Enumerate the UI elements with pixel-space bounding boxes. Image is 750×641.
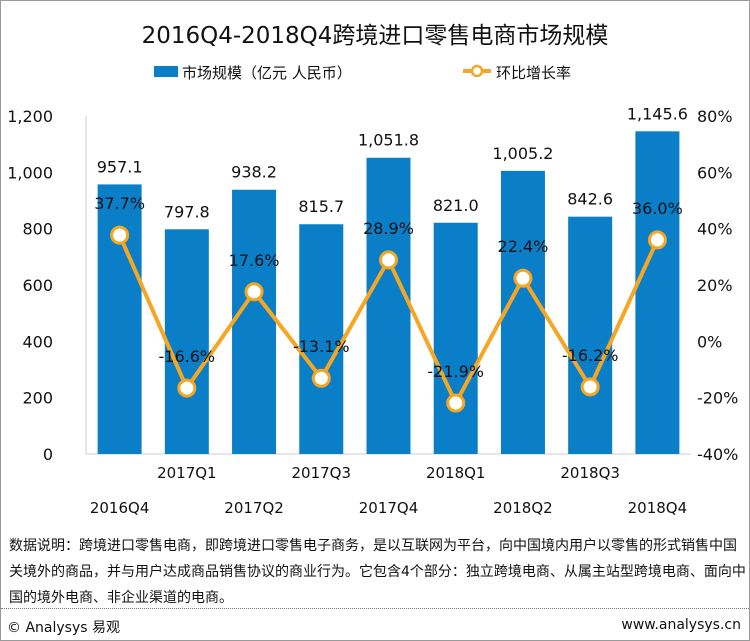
y2-tick-label: 60% xyxy=(697,163,733,182)
bar-value-label: 815.7 xyxy=(298,197,344,216)
growth-value-label: 37.7% xyxy=(94,194,145,213)
footer: © Analysys 易观 www.analysys.cn xyxy=(1,608,749,640)
y2-tick-label: 0% xyxy=(697,332,722,351)
bar xyxy=(366,157,411,455)
y-tick-label: 1,000 xyxy=(7,163,53,182)
y2-tick-label: 40% xyxy=(697,220,733,239)
bar xyxy=(299,224,344,454)
bar xyxy=(232,189,277,454)
y-tick-label: 1,200 xyxy=(7,107,53,126)
bar xyxy=(97,184,142,454)
x-tick-label: 2017Q1 xyxy=(157,464,217,482)
growth-point xyxy=(311,368,331,388)
bar-value-label: 957.1 xyxy=(97,157,143,176)
chart-title: 2016Q4-2018Q4跨境进口零售电商市场规模 xyxy=(142,23,609,49)
growth-point xyxy=(379,250,398,270)
bar-value-label: 842.6 xyxy=(567,190,613,209)
growth-value-label: -16.6% xyxy=(159,347,216,366)
bar-value-label: 1,005.2 xyxy=(492,144,553,163)
growth-point xyxy=(580,377,600,397)
growth-point xyxy=(513,268,533,288)
x-tick-label: 2017Q4 xyxy=(359,499,419,517)
growth-value-label: 36.0% xyxy=(632,199,683,218)
x-tick-label: 2016Q4 xyxy=(90,499,150,517)
y2-tick-label: -20% xyxy=(697,389,738,408)
website-link[interactable]: www.analysys.cn xyxy=(621,617,741,633)
bar-value-label: 821.0 xyxy=(433,196,479,215)
bar xyxy=(635,131,680,454)
bar-value-label: 797.8 xyxy=(164,202,210,221)
growth-value-label: 28.9% xyxy=(363,219,414,238)
x-tick-label: 2018Q4 xyxy=(628,499,688,517)
legend-line-marker xyxy=(470,64,484,78)
growth-value-label: -21.9% xyxy=(427,362,484,381)
growth-point xyxy=(110,225,130,245)
growth-point xyxy=(647,230,667,250)
bar xyxy=(164,229,209,454)
bar xyxy=(500,170,545,455)
growth-point xyxy=(177,378,197,398)
y-tick-label: 200 xyxy=(22,389,53,408)
bar-value-label: 1,145.6 xyxy=(627,104,688,123)
y-tick-label: 800 xyxy=(22,220,53,239)
y2-tick-label: 20% xyxy=(697,276,733,295)
y2-tick-label: 80% xyxy=(697,107,733,126)
bar-value-label: 938.2 xyxy=(231,163,277,182)
growth-point xyxy=(244,282,264,302)
x-tick-label: 2017Q2 xyxy=(224,499,284,517)
x-tick-label: 2018Q1 xyxy=(426,464,486,482)
legend-bar-swatch xyxy=(154,66,178,77)
x-tick-label: 2018Q3 xyxy=(560,464,620,482)
growth-value-label: -13.1% xyxy=(293,337,350,356)
y-tick-label: 600 xyxy=(22,276,53,295)
legend-bar-label: 市场规模（亿元 人民币） xyxy=(182,64,352,82)
legend-line-label: 环比增长率 xyxy=(496,64,571,82)
copyright: © Analysys 易观 xyxy=(7,620,120,636)
x-tick-label: 2018Q2 xyxy=(493,499,553,517)
bar xyxy=(568,216,613,454)
y-tick-label: 0 xyxy=(43,445,53,464)
growth-value-label: -16.2% xyxy=(562,346,619,365)
growth-point xyxy=(446,393,466,413)
bar xyxy=(433,222,478,454)
data-note: 数据说明：跨境进口零售电商，即跨境进口零售电子商务，是以互联网为平台，向中国境内… xyxy=(9,538,746,606)
bar-value-label: 1,051.8 xyxy=(358,131,419,150)
growth-value-label: 22.4% xyxy=(498,237,549,256)
y2-tick-label: -40% xyxy=(697,445,738,464)
x-tick-label: 2017Q3 xyxy=(292,464,352,482)
growth-value-label: 17.6% xyxy=(229,251,280,270)
y-tick-label: 400 xyxy=(22,332,53,351)
